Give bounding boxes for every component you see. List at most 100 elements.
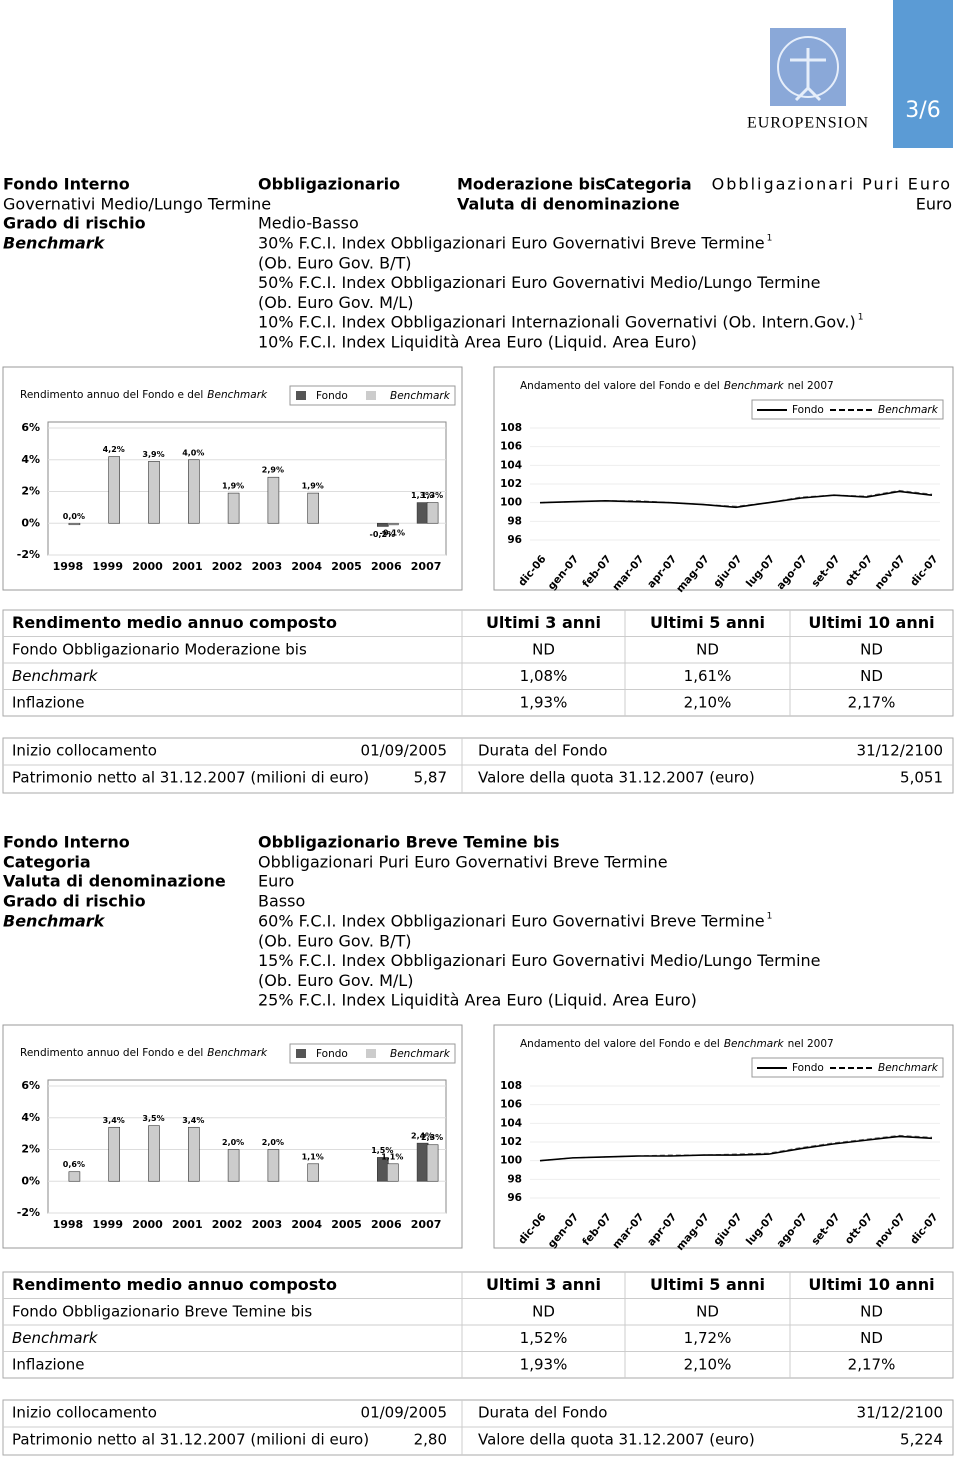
table-cell: ND xyxy=(696,640,719,658)
value-label: 1,1% xyxy=(381,1152,403,1161)
value-label: 3,4% xyxy=(182,1116,204,1125)
text: Euro xyxy=(258,872,294,891)
text: Euro xyxy=(916,195,952,214)
y-tick-label: 104 xyxy=(500,459,522,471)
x-tick-label: 2003 xyxy=(252,1218,283,1231)
text: 10% F.C.I. Index Liquidità Area Euro (Li… xyxy=(258,333,697,352)
chart-frame xyxy=(493,366,954,591)
y-tick-label: 96 xyxy=(507,534,522,546)
chart-title: Rendimento annuo del Fondo e del Benchmar… xyxy=(20,389,268,401)
table-cell: ND xyxy=(860,1329,883,1347)
table-cell: 1,08% xyxy=(520,667,568,685)
x-tick-label: ago-07 xyxy=(775,1211,810,1250)
y-tick-label: 100 xyxy=(500,1155,522,1167)
x-tick-label: 2006 xyxy=(371,1218,402,1231)
text: 50% F.C.I. Index Obbligazionari Euro Gov… xyxy=(258,273,821,292)
table-cell: 1,72% xyxy=(684,1329,732,1347)
x-tick-label: 2004 xyxy=(291,1218,322,1231)
text: Obbligazionari Puri Euro Governativi Bre… xyxy=(258,853,668,872)
text: Categoria xyxy=(604,175,692,194)
text: Benchmark xyxy=(3,912,106,931)
bar xyxy=(148,1125,160,1182)
legend-label: Fondo xyxy=(792,404,824,416)
legend-swatch xyxy=(366,1049,376,1058)
bar xyxy=(267,1149,280,1182)
bar xyxy=(426,1144,439,1182)
x-tick-label: 2001 xyxy=(172,1218,203,1231)
bar xyxy=(386,522,399,526)
y-tick-label: 98 xyxy=(507,1173,522,1185)
table-header: Rendimento medio annuo composto xyxy=(12,1275,337,1294)
x-tick-label: 1999 xyxy=(92,560,123,573)
text: Governativi Medio/Lungo Termine xyxy=(3,195,271,214)
text: 1 xyxy=(858,313,864,323)
value-label: 1,9% xyxy=(302,482,324,491)
y-tick-label: 96 xyxy=(507,1192,522,1204)
bar xyxy=(188,459,200,524)
brand: EUROPENSION xyxy=(747,115,869,132)
y-tick-label: 6% xyxy=(21,1079,40,1092)
value-label: 4,0% xyxy=(182,448,204,457)
table-cell: ND xyxy=(860,640,883,658)
bar xyxy=(68,1171,81,1182)
x-tick-label: 2002 xyxy=(212,560,243,573)
y-tick-label: 0% xyxy=(21,516,40,529)
x-tick-label: 2005 xyxy=(331,560,362,573)
x-tick-label: ott-07 xyxy=(843,553,875,588)
text: Fondo Interno xyxy=(3,833,130,852)
x-tick-label: 2000 xyxy=(132,1218,163,1231)
x-tick-label: mar-07 xyxy=(610,553,646,593)
x-tick-label: dic-06 xyxy=(516,1211,549,1247)
table-cell: Benchmark xyxy=(12,1329,99,1347)
bar xyxy=(426,502,439,524)
text: Categoria xyxy=(3,853,91,872)
x-tick-label: apr-07 xyxy=(645,553,679,590)
table-cell: Durata del Fondo xyxy=(478,1404,607,1422)
table-cell: 2,10% xyxy=(684,1355,732,1373)
text: 1 xyxy=(767,234,773,244)
bar xyxy=(416,502,429,524)
table-cell: Valore della quota 31.12.2007 (euro) xyxy=(478,1431,755,1449)
x-tick-label: giu-07 xyxy=(711,553,744,589)
y-tick-label: 106 xyxy=(500,1099,522,1111)
title: Benchmark xyxy=(724,380,785,392)
value-label: 2,9% xyxy=(262,466,284,475)
bar xyxy=(386,1163,399,1182)
title: Andamento del valore del Fondo e del xyxy=(520,1038,720,1050)
value-label: 1,1% xyxy=(302,1152,324,1161)
y-tick-label: 4% xyxy=(21,1111,40,1124)
logo-figure xyxy=(790,48,826,102)
table-header: Rendimento medio annuo composto xyxy=(12,613,337,632)
text: (Ob. Euro Gov. B/T) xyxy=(258,253,411,272)
table-cell: ND xyxy=(860,1302,883,1320)
x-tick-label: mag-07 xyxy=(674,553,712,595)
value-label: 0,6% xyxy=(63,1160,85,1169)
text: Basso xyxy=(258,892,305,911)
x-tick-label: 2002 xyxy=(212,1218,243,1231)
value-label: 2,3% xyxy=(421,1133,443,1142)
text: 15% F.C.I. Index Obbligazionari Euro Gov… xyxy=(258,951,821,970)
y-tick-label: -2% xyxy=(17,1206,40,1219)
y-tick-label: 104 xyxy=(500,1117,522,1129)
table-cell: Inflazione xyxy=(12,693,85,711)
table-cell: 31/12/2100 xyxy=(857,1404,943,1422)
text: 1 xyxy=(767,912,773,922)
chart-frame xyxy=(493,1024,954,1249)
x-tick-label: 2005 xyxy=(331,1218,362,1231)
title: Benchmark xyxy=(207,1047,268,1059)
table-cell: Inizio collocamento xyxy=(12,1404,157,1422)
y-tick-label: 6% xyxy=(21,421,40,434)
table-cell: 5,87 xyxy=(414,769,447,787)
value-label: 2,0% xyxy=(222,1138,244,1147)
text: 30% F.C.I. Index Obbligazionari Euro Gov… xyxy=(258,234,765,253)
legend-label: Benchmark xyxy=(390,1048,451,1060)
x-tick-label: nov-07 xyxy=(873,553,908,592)
y-tick-label: 108 xyxy=(500,422,522,434)
y-tick-label: 106 xyxy=(500,441,522,453)
page-number: 3/6 xyxy=(905,98,940,123)
x-tick-label: nov-07 xyxy=(873,1211,908,1250)
legend-label: Fondo xyxy=(316,390,348,402)
bar xyxy=(307,1163,320,1182)
table-cell: Benchmark xyxy=(12,667,99,685)
